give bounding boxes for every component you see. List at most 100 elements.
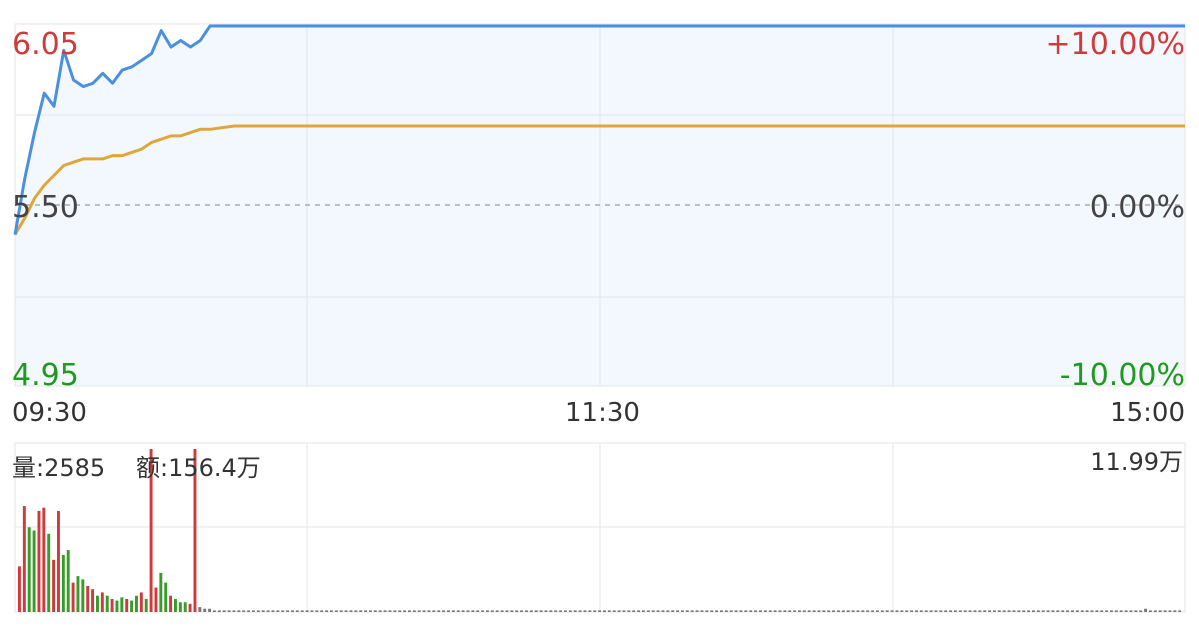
volume-bar [939,610,943,612]
volume-bar [734,610,738,612]
volume-bar [729,610,733,612]
volume-bar [42,507,46,612]
volume-bar [169,595,173,612]
volume-bar [505,610,509,612]
volume-bar [232,610,236,612]
volume-bar [1080,610,1084,612]
volume-bar [588,610,592,612]
volume-bar [705,610,709,612]
x-end-label: 15:00 [1110,398,1185,428]
volume-bar [266,610,270,612]
volume-bar [895,610,899,612]
volume-bar [144,598,148,612]
volume-bar [934,610,938,612]
volume-bar [271,610,275,612]
volume-bar [612,610,616,612]
volume-bar [1012,610,1016,612]
volume-bar [52,559,56,612]
volume-bar [178,602,182,612]
volume-bar [554,610,558,612]
volume-bar [164,582,168,612]
volume-bar [856,610,860,612]
volume-bar [208,608,212,612]
volume-bar [603,610,606,612]
volume-bar [461,610,465,612]
volume-bar [383,610,387,612]
volume-bar [447,610,450,612]
volume-bar [1163,610,1167,612]
volume-bar [417,610,421,612]
x-start-label: 09:30 [12,398,87,428]
volume-bar [247,610,251,612]
volume-bar [188,603,192,612]
volume-bar [759,610,762,612]
volume-bar [286,610,290,612]
volume-bar [1158,610,1162,612]
volume-bar [1061,610,1065,612]
volume-bar [305,610,309,612]
volume-bar [32,530,36,612]
volume-bar [549,610,553,612]
volume-bar [149,449,153,612]
volume-bar [983,610,987,612]
volume-bar [1071,610,1074,612]
volume-bar [656,610,660,612]
volume-bar [944,610,948,612]
volume-bar [1110,610,1113,612]
volume-bar [295,610,299,612]
volume-bar [96,595,99,612]
volume-bar [66,550,70,612]
average-price-line [13,124,1185,236]
volume-bar [495,610,499,612]
price-line [13,24,1185,235]
volume-bar [139,592,143,612]
volume-bar [695,610,699,612]
volume-bar [564,610,567,612]
volume-bar [1032,610,1035,612]
volume-bar [183,602,187,612]
volume-bar [905,610,909,612]
volume-bar [344,610,348,612]
volume-bar [900,610,904,612]
volume-bar [1124,610,1128,612]
volume-bar [754,610,758,612]
volume-bar [325,610,329,612]
volume-bar [213,610,216,612]
volume-bar [500,610,504,612]
volume-bar [632,610,636,612]
volume-bar [91,589,95,612]
volume-bar [1090,610,1094,612]
volume-bar [1002,610,1006,612]
volume-bar [1153,610,1157,612]
volume-bar [924,610,928,612]
volume-bar [222,610,226,612]
volume-bar [880,610,884,612]
volume-bar [471,610,475,612]
volume-bar [427,610,431,612]
volume-bar [978,610,982,612]
volume-bar [37,510,41,612]
y-right-top-label: +10.00% [1045,27,1185,62]
volume-bar [525,610,528,612]
volume-bar [783,610,787,612]
volume-bar [373,610,377,612]
volume-bar [724,610,728,612]
y-left-mid-label: 5.50 [12,190,79,225]
volume-bar [871,610,875,612]
volume-bar [110,598,114,612]
volume-bar [398,610,402,612]
volume-bar [330,610,333,612]
volume-bar [646,610,650,612]
volume-bar [690,610,694,612]
volume-bar [841,610,845,612]
volume-bar [159,572,163,612]
volume-bar [354,610,358,612]
volume-bar [827,610,831,612]
volume-bar [291,610,294,612]
volume-bar [432,610,436,612]
volume-bar [739,610,743,612]
volume-bar [408,610,411,612]
volume-bar [403,610,407,612]
volume-bar [334,610,338,612]
volume-bar [929,610,933,612]
